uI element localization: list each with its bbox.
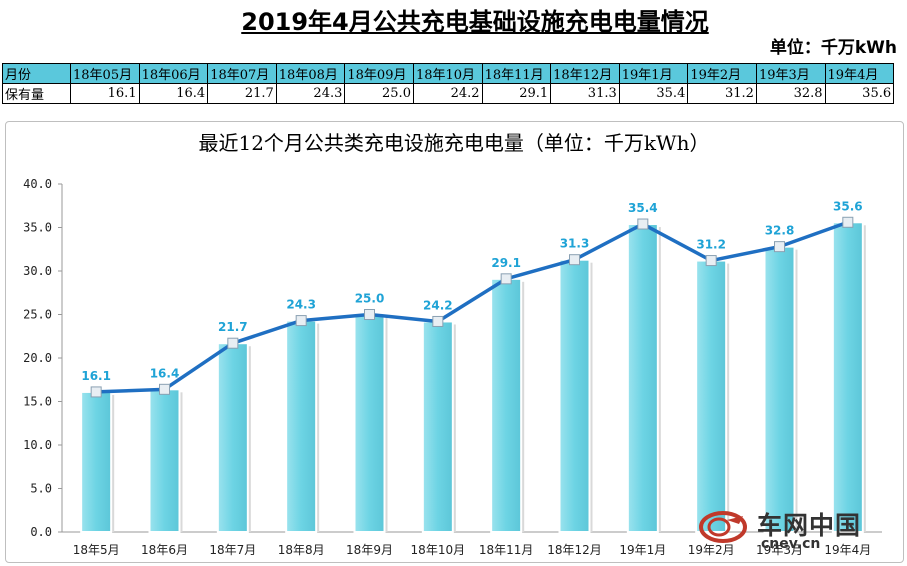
bar — [831, 221, 864, 533]
x-tick-label: 19年2月 — [688, 543, 735, 557]
x-tick-label: 18年10月 — [411, 543, 466, 557]
bar — [285, 319, 318, 533]
table-row-months: 月份 18年05月 18年06月 18年07月 18年08月 18年09月 18年10月 1… — [2, 63, 895, 84]
series-line — [96, 220, 849, 394]
table-cell-value: 16.1 — [70, 83, 140, 104]
table-cell-value: 31.2 — [687, 83, 757, 104]
bar — [148, 388, 181, 533]
table-cell-month: 18年08月 — [275, 63, 346, 84]
table-cell-value: 25.0 — [344, 83, 414, 104]
data-point — [774, 241, 785, 253]
chart-container: 最近12个月公共类充电设施充电电量（单位：千万kWh） 0.0 5.0 10.0 15… — [5, 121, 904, 563]
bar — [353, 313, 386, 533]
x-tick-label: 19年1月 — [619, 543, 666, 557]
bar — [558, 258, 591, 533]
data-point — [705, 255, 717, 267]
x-tick-label: 18年8月 — [278, 543, 325, 557]
data-point — [569, 254, 580, 266]
table-cell-month: 19年4月 — [824, 63, 895, 84]
x-tick-label: 19年4月 — [824, 543, 871, 557]
y-tick-label: 25.0 — [23, 308, 52, 322]
data-point — [159, 383, 170, 395]
table-cell-value: 24.2 — [412, 83, 483, 104]
y-tick-label: 10.0 — [23, 438, 52, 452]
data-label: 31.3 — [560, 237, 590, 251]
table-cell-value: 31.3 — [550, 83, 620, 104]
table-cell-value: 35.4 — [618, 83, 689, 104]
x-tick-label: 18年11月 — [479, 543, 534, 557]
table-row-header: 月份 — [2, 63, 71, 84]
bar — [626, 223, 659, 534]
page-title: 2019年4月公共充电基础设施充电电量情况 — [241, 8, 709, 36]
data-label: 25.0 — [355, 292, 385, 306]
data-point — [90, 386, 102, 398]
table-cell-month: 19年1月 — [618, 63, 689, 84]
table-cell-value: 35.6 — [824, 83, 895, 104]
bar — [695, 259, 728, 533]
bar — [421, 320, 454, 533]
data-point — [637, 218, 649, 230]
table-cell-value: 29.1 — [481, 83, 552, 104]
y-tick-label: 15.0 — [23, 395, 52, 409]
data-point — [227, 337, 239, 349]
y-tick-label: 30.0 — [23, 264, 52, 278]
table-cell-month: 18年12月 — [550, 63, 620, 84]
table-cell-month: 18年10月 — [412, 63, 483, 84]
data-label: 24.2 — [423, 298, 453, 312]
table-cell-value: 16.4 — [138, 83, 209, 104]
watermark-url: cnev.cn — [761, 536, 821, 552]
data-table: 月份 18年05月 18年06月 18年07月 18年08月 18年09月 18年10月 1… — [2, 63, 895, 104]
data-point — [500, 273, 512, 285]
table-row-values: 保有量 16.1 16.4 21.7 24.3 25.0 24.2 29.1 31.3 35.4… — [2, 83, 895, 104]
y-tick-label: 40.0 — [23, 177, 52, 191]
y-tick-label: 0.0 — [30, 525, 52, 539]
bar — [80, 390, 113, 533]
y-tick-label: 20.0 — [23, 351, 52, 365]
table-cell-month: 19年3月 — [755, 63, 826, 84]
data-point — [432, 315, 444, 327]
x-tick-label: 19年3月 — [756, 543, 803, 557]
bar — [216, 342, 249, 533]
watermark: 车网中国 cnev.cn — [699, 504, 899, 556]
bar — [763, 245, 796, 533]
data-point — [842, 216, 854, 228]
table-cell-month: 18年11月 — [481, 63, 552, 84]
table-cell-month: 19年2月 — [687, 63, 757, 84]
x-tick-label: 18年12月 — [547, 543, 602, 557]
table-cell-value: 24.3 — [275, 83, 346, 104]
x-tick-label: 18年9月 — [346, 543, 393, 557]
table-cell-month: 18年05月 — [70, 63, 140, 84]
data-label: 32.8 — [765, 224, 795, 238]
x-tick-label: 18年5月 — [73, 543, 120, 557]
data-label: 16.1 — [81, 369, 111, 383]
data-label: 16.4 — [150, 366, 180, 380]
x-tick-label: 18年6月 — [141, 543, 188, 557]
chart-title: 最近12个月公共类充电设施充电电量（单位：千万kWh） — [198, 131, 709, 155]
data-label: 29.1 — [491, 256, 521, 270]
data-label: 35.4 — [628, 201, 658, 215]
y-tick-label: 35.0 — [23, 221, 52, 235]
data-point — [295, 315, 307, 327]
unit-label: 单位：千万kWh — [769, 38, 897, 58]
data-label: 31.2 — [696, 238, 726, 252]
data-label: 24.3 — [286, 298, 316, 312]
x-tick-label: 18年7月 — [209, 543, 256, 557]
table-cell-value: 21.7 — [207, 83, 277, 104]
bar-line-chart: 最近12个月公共类充电设施充电电量（单位：千万kWh） 0.0 5.0 10.0 15… — [23, 131, 882, 557]
data-label: 21.7 — [218, 320, 248, 334]
data-label: 35.6 — [833, 199, 863, 213]
y-tick-label: 5.0 — [30, 482, 52, 496]
table-cell-month: 18年07月 — [207, 63, 277, 84]
bar — [490, 277, 523, 533]
table-cell-value: 32.8 — [755, 83, 826, 104]
logo-icon — [699, 511, 747, 543]
data-point — [364, 309, 375, 320]
watermark-name: 车网中国 — [757, 511, 862, 540]
table-cell-month: 18年06月 — [138, 63, 209, 84]
table-row-header: 保有量 — [2, 83, 71, 104]
table-cell-month: 18年09月 — [344, 63, 414, 84]
